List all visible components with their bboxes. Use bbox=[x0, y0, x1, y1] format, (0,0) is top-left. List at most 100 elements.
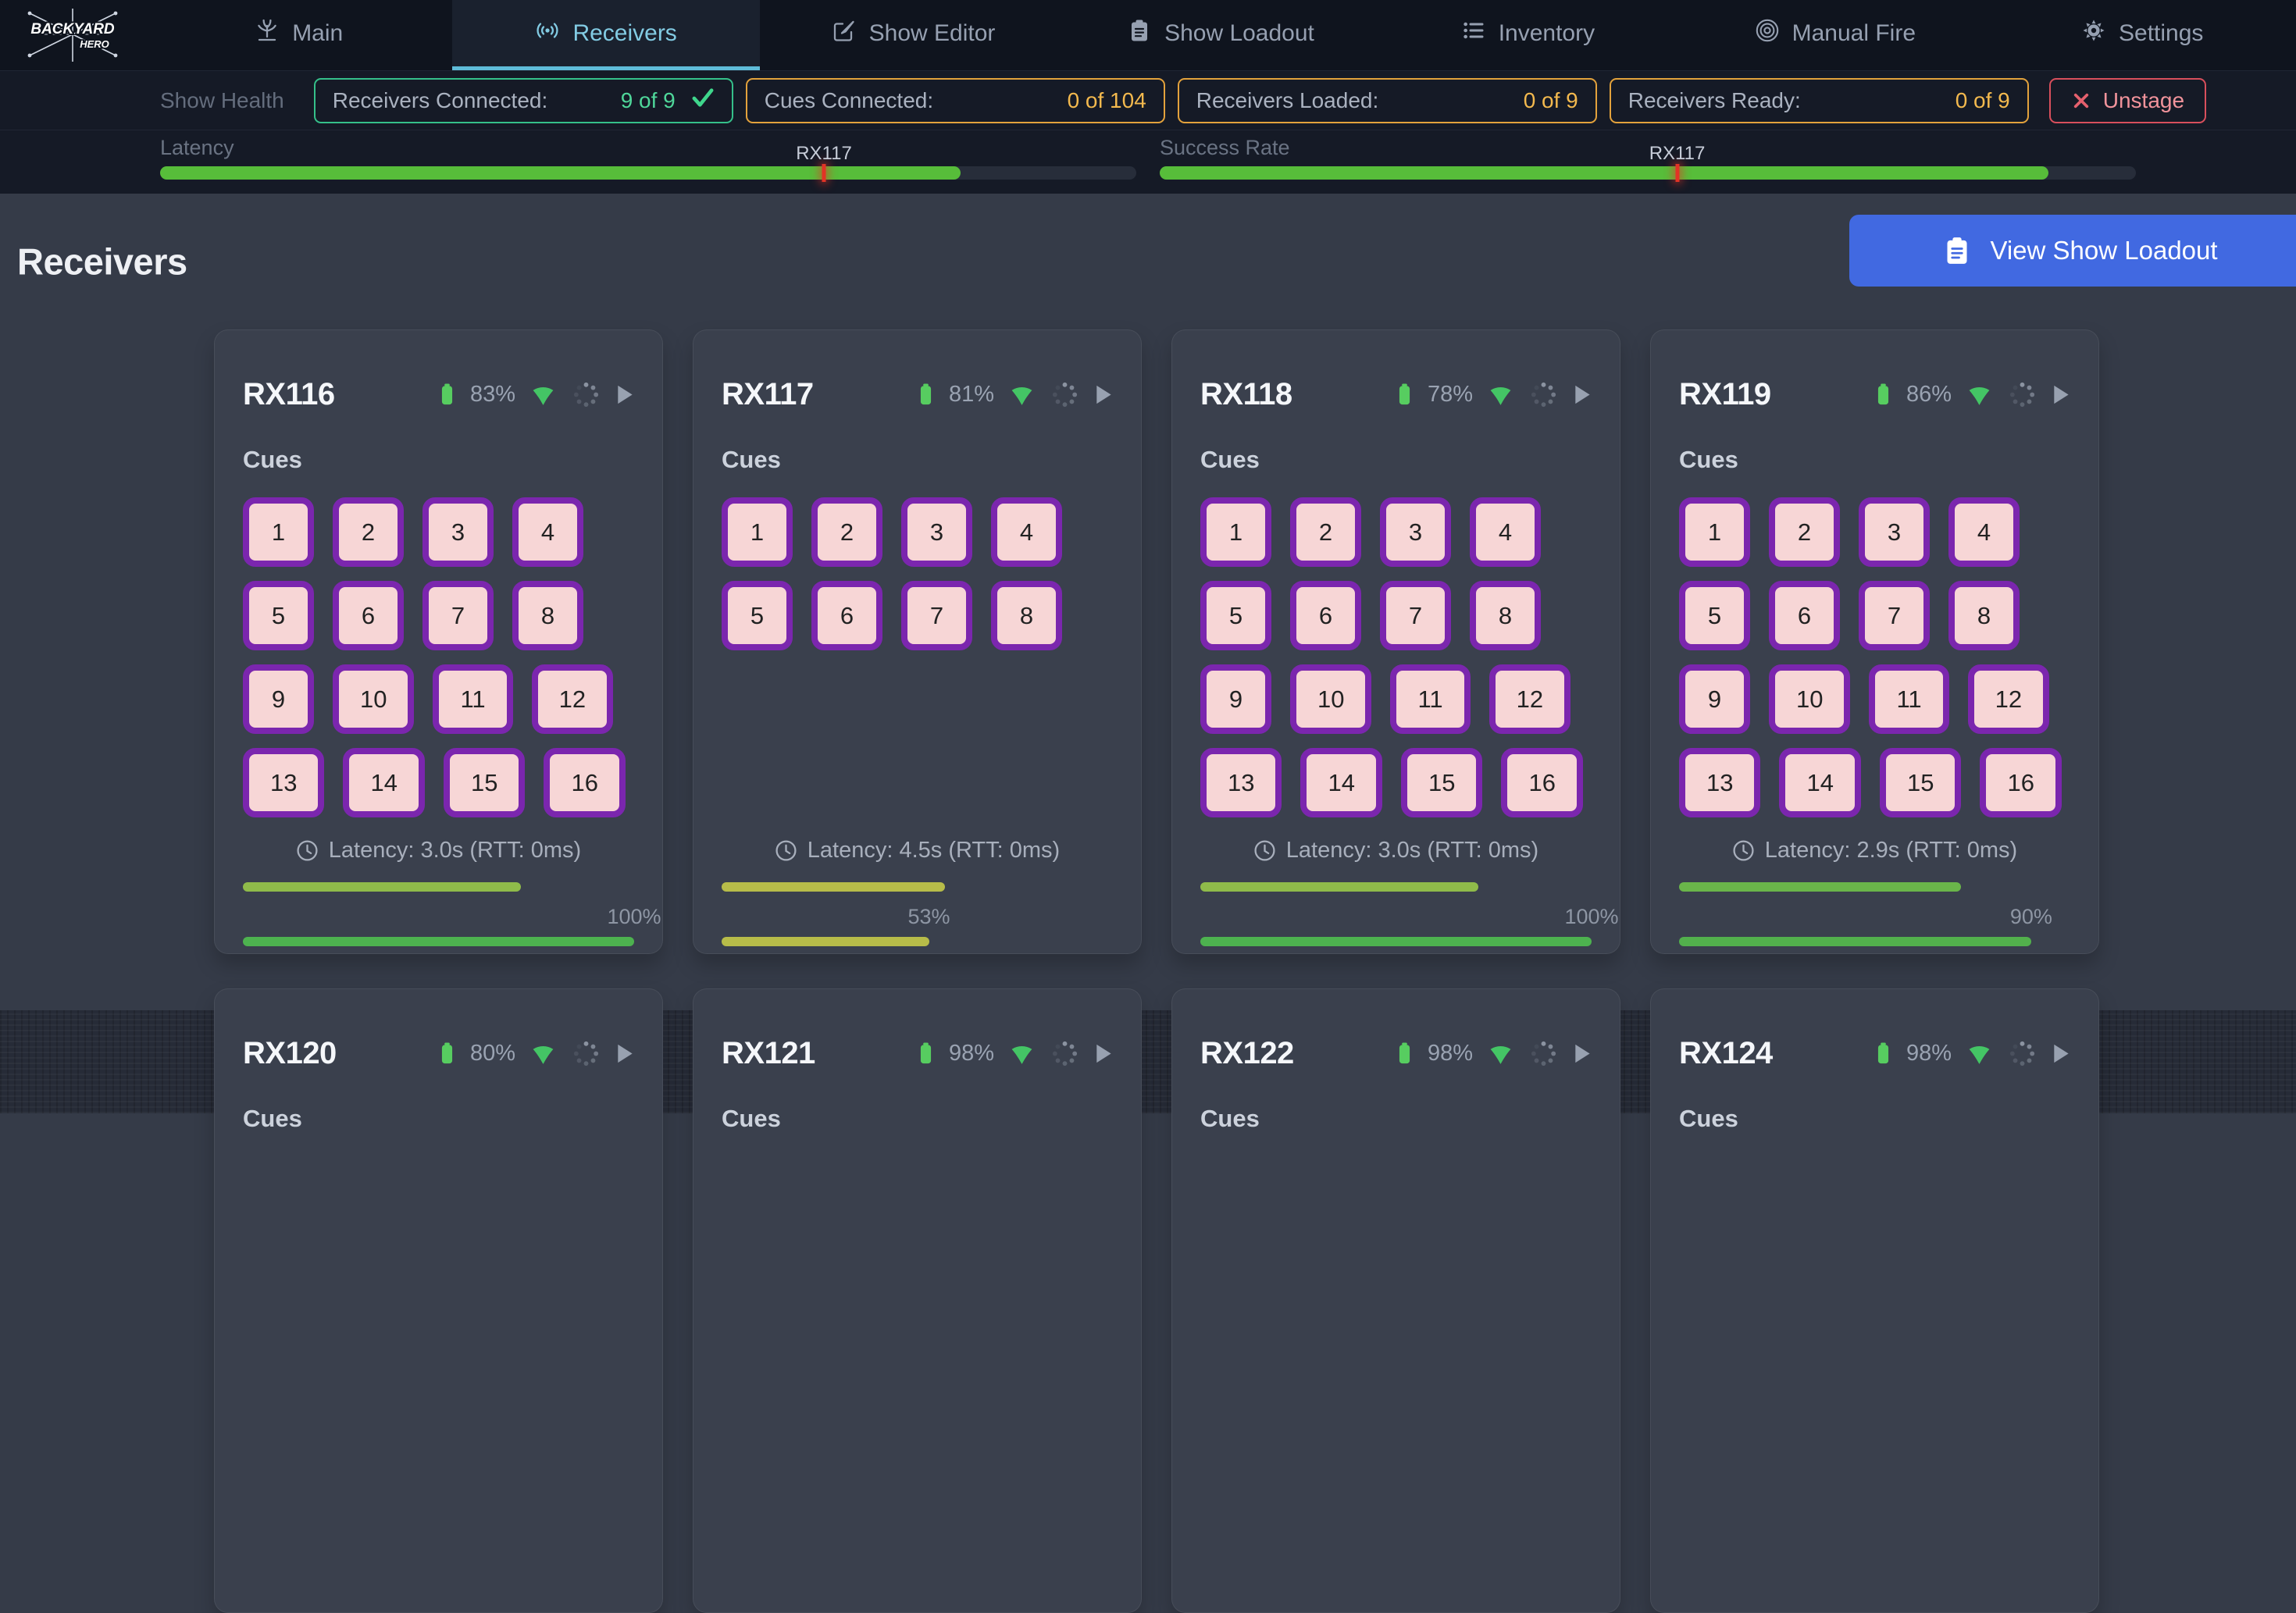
cue-button-11[interactable]: 11 bbox=[433, 664, 513, 734]
cue-button-2[interactable]: 2 bbox=[1769, 497, 1840, 567]
cue-button-6[interactable]: 6 bbox=[333, 581, 404, 650]
play-receiver-button[interactable] bbox=[1573, 384, 1592, 405]
play-receiver-button[interactable] bbox=[615, 1043, 634, 1064]
cue-button-1[interactable]: 1 bbox=[1679, 497, 1750, 567]
cue-button-16[interactable]: 16 bbox=[1501, 748, 1583, 817]
cue-button-2[interactable]: 2 bbox=[1290, 497, 1361, 567]
cue-button-9[interactable]: 9 bbox=[1200, 664, 1271, 734]
receiver-name: RX120 bbox=[243, 1035, 337, 1070]
battery-icon bbox=[441, 383, 453, 405]
success-bar bbox=[722, 937, 1113, 946]
list-icon bbox=[1461, 18, 1486, 49]
nav-item-receivers[interactable]: Receivers bbox=[452, 0, 760, 70]
cue-button-10[interactable]: 10 bbox=[1290, 664, 1372, 734]
cue-button-7[interactable]: 7 bbox=[422, 581, 494, 650]
unstage-button[interactable]: Unstage bbox=[2048, 77, 2207, 123]
cue-button-15[interactable]: 15 bbox=[1879, 748, 1962, 817]
play-receiver-button[interactable] bbox=[1094, 384, 1113, 405]
latency-bar bbox=[243, 882, 634, 892]
cue-button-14[interactable]: 14 bbox=[1779, 748, 1861, 817]
nav-item-main[interactable]: Main bbox=[145, 0, 452, 70]
battery-percent: 78% bbox=[1427, 381, 1473, 407]
cue-button-1[interactable]: 1 bbox=[1200, 497, 1271, 567]
play-icon bbox=[2054, 1044, 2069, 1063]
receiver-name: RX124 bbox=[1679, 1035, 1773, 1070]
cue-button-13[interactable]: 13 bbox=[1200, 748, 1282, 817]
cue-button-7[interactable]: 7 bbox=[1859, 581, 1930, 650]
success-percent-label: 100% bbox=[607, 905, 661, 928]
cue-button-1[interactable]: 1 bbox=[243, 497, 314, 567]
cue-button-1[interactable]: 1 bbox=[722, 497, 793, 567]
cue-button-12[interactable]: 12 bbox=[1967, 664, 2050, 734]
cue-button-4[interactable]: 4 bbox=[1470, 497, 1541, 567]
latency-bar bbox=[722, 882, 1113, 892]
play-receiver-button[interactable] bbox=[1573, 1043, 1592, 1064]
play-receiver-button[interactable] bbox=[615, 384, 634, 405]
cue-button-5[interactable]: 5 bbox=[243, 581, 314, 650]
battery-icon bbox=[920, 383, 932, 405]
cue-button-15[interactable]: 15 bbox=[1400, 748, 1483, 817]
play-receiver-button[interactable] bbox=[2052, 1043, 2070, 1064]
cue-button-16[interactable]: 16 bbox=[544, 748, 626, 817]
wifi-signal-icon bbox=[533, 1045, 554, 1064]
cue-button-3[interactable]: 3 bbox=[1859, 497, 1930, 567]
cue-button-14[interactable]: 14 bbox=[1300, 748, 1382, 817]
cue-button-9[interactable]: 9 bbox=[243, 664, 314, 734]
nav-item-show-editor[interactable]: Show Editor bbox=[760, 0, 1067, 70]
view-show-loadout-button[interactable]: View Show Loadout bbox=[1849, 215, 2296, 287]
cue-button-8[interactable]: 8 bbox=[1948, 581, 2020, 650]
cue-button-7[interactable]: 7 bbox=[1380, 581, 1451, 650]
cue-button-4[interactable]: 4 bbox=[1948, 497, 2020, 567]
cue-button-11[interactable]: 11 bbox=[1390, 664, 1471, 734]
cue-button-5[interactable]: 5 bbox=[1679, 581, 1750, 650]
cue-button-13[interactable]: 13 bbox=[1679, 748, 1761, 817]
cue-button-4[interactable]: 4 bbox=[991, 497, 1062, 567]
status-box-cues-connected: Cues Connected: 0 of 104 bbox=[745, 77, 1165, 123]
cue-button-13[interactable]: 13 bbox=[243, 748, 325, 817]
cue-button-3[interactable]: 3 bbox=[1380, 497, 1451, 567]
play-receiver-button[interactable] bbox=[1094, 1043, 1113, 1064]
cue-button-6[interactable]: 6 bbox=[811, 581, 882, 650]
receiver-name: RX116 bbox=[243, 376, 335, 411]
cue-button-8[interactable]: 8 bbox=[512, 581, 583, 650]
cue-button-2[interactable]: 2 bbox=[811, 497, 882, 567]
cue-button-3[interactable]: 3 bbox=[422, 497, 494, 567]
cue-button-9[interactable]: 9 bbox=[1679, 664, 1750, 734]
nav-items: Main Receivers Show Editor Show Loadout … bbox=[145, 0, 2296, 70]
cues-heading: Cues bbox=[722, 446, 781, 473]
latency-bar bbox=[1679, 882, 2070, 892]
receiver-card-rx122: RX122 98% Cues bbox=[1171, 988, 1620, 1613]
spinner-icon bbox=[573, 382, 599, 407]
cue-button-5[interactable]: 5 bbox=[722, 581, 793, 650]
cue-button-10[interactable]: 10 bbox=[333, 664, 415, 734]
cue-button-2[interactable]: 2 bbox=[333, 497, 404, 567]
cue-button-5[interactable]: 5 bbox=[1200, 581, 1271, 650]
battery-icon bbox=[1877, 1042, 1889, 1064]
cue-button-11[interactable]: 11 bbox=[1869, 664, 1949, 734]
cue-button-7[interactable]: 7 bbox=[901, 581, 972, 650]
app-logo[interactable]: BACKYARD HERO bbox=[0, 0, 145, 70]
cue-button-10[interactable]: 10 bbox=[1769, 664, 1851, 734]
nav-item-inventory[interactable]: Inventory bbox=[1374, 0, 1681, 70]
cue-button-12[interactable]: 12 bbox=[1488, 664, 1571, 734]
cue-button-12[interactable]: 12 bbox=[531, 664, 614, 734]
target-icon bbox=[1755, 18, 1780, 49]
cue-button-4[interactable]: 4 bbox=[512, 497, 583, 567]
cue-button-16[interactable]: 16 bbox=[1980, 748, 2062, 817]
cue-button-14[interactable]: 14 bbox=[343, 748, 425, 817]
svg-text:BACKYARD: BACKYARD bbox=[30, 21, 115, 37]
success-percent-label: 90% bbox=[2009, 905, 2052, 928]
cue-button-3[interactable]: 3 bbox=[901, 497, 972, 567]
nav-item-show-loadout[interactable]: Show Loadout bbox=[1067, 0, 1374, 70]
nav-item-settings[interactable]: Settings bbox=[1989, 0, 2296, 70]
play-icon bbox=[2054, 385, 2069, 404]
cue-button-8[interactable]: 8 bbox=[991, 581, 1062, 650]
cue-button-8[interactable]: 8 bbox=[1470, 581, 1541, 650]
battery-icon bbox=[920, 1042, 932, 1064]
play-receiver-button[interactable] bbox=[2052, 384, 2070, 405]
cue-button-6[interactable]: 6 bbox=[1769, 581, 1840, 650]
nav-item-manual-fire[interactable]: Manual Fire bbox=[1681, 0, 1988, 70]
battery-percent: 98% bbox=[1427, 1040, 1473, 1066]
cue-button-15[interactable]: 15 bbox=[443, 748, 526, 817]
cue-button-6[interactable]: 6 bbox=[1290, 581, 1361, 650]
